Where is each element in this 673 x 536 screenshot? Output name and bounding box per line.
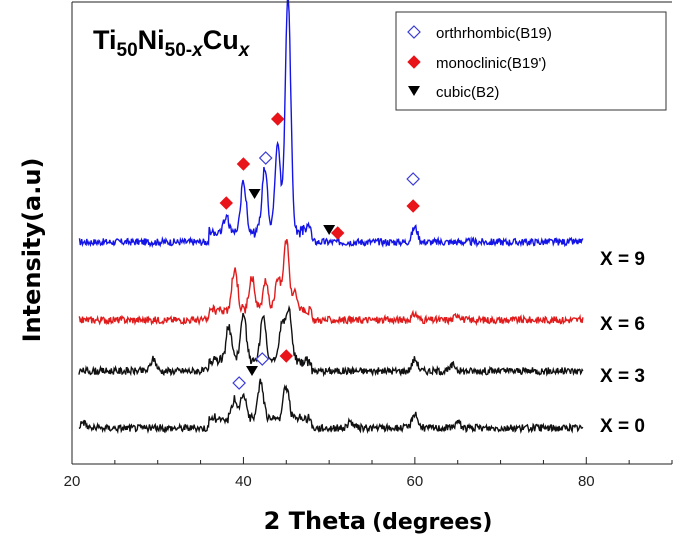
phase-marker-orthorhombic-12	[255, 352, 270, 366]
title-cu: Cu	[203, 25, 239, 55]
title-ti: Ti	[93, 25, 117, 55]
x-axis-title: 2 Theta (degrees)	[264, 507, 493, 535]
x-tick-label-20: 20	[64, 473, 81, 490]
series-line-0	[78, 0, 584, 249]
phase-marker-monoclinic-4	[271, 112, 285, 126]
plot-frame	[71, 1, 673, 465]
series-label-x9: X = 9	[600, 249, 645, 270]
x-tick-label-80: 80	[578, 473, 595, 490]
legend: orthrhombic(B19) monoclinic(B19') cubic(…	[395, 11, 667, 111]
title-ni-sub-var: x	[191, 40, 204, 61]
phase-marker-cubic-2	[248, 189, 261, 199]
series-labels: X = 9 X = 6 X = 3 X = 0	[600, 249, 645, 437]
series-line-2	[78, 304, 584, 378]
phase-marker-cubic-6	[323, 225, 336, 235]
phase-marker-orthorhombic-3	[258, 151, 273, 165]
chart-title: Ti50Ni50-xCux	[93, 25, 251, 61]
x-axis-title-main: 2 Theta	[264, 507, 366, 535]
legend-icon-orthorhombic	[407, 25, 421, 39]
svg-text:Ti50Ni50-xCux: Ti50Ni50-xCux	[93, 25, 251, 61]
legend-box	[395, 11, 667, 111]
x-tick-label-60: 60	[407, 473, 424, 490]
title-ti-sub: 50	[117, 40, 138, 61]
phase-marker-cubic-11	[246, 366, 258, 376]
series-label-x6: X = 6	[600, 314, 645, 335]
series-label-x0: X = 0	[600, 416, 645, 437]
legend-icon-monoclinic	[407, 55, 421, 69]
phase-marker-monoclinic-7	[331, 226, 345, 240]
legend-icon-cubic	[408, 86, 420, 96]
series-lines	[78, 0, 584, 435]
y-axis-title: Intensity(a.u)	[18, 158, 46, 343]
title-ni: Ni	[138, 25, 165, 55]
phase-marker-monoclinic-13	[279, 349, 293, 363]
series-line-3	[78, 378, 584, 435]
title-ni-sub: 50-	[165, 40, 192, 61]
x-tick-label-40: 40	[235, 473, 252, 490]
phase-marker-monoclinic-9	[406, 199, 420, 213]
legend-icons	[407, 25, 421, 96]
series-line-1	[78, 239, 584, 327]
phase-marker-orthorhombic-8	[406, 172, 420, 186]
phase-marker-monoclinic-1	[236, 157, 251, 171]
phase-marker-monoclinic-0	[219, 196, 233, 210]
phase-markers	[219, 112, 420, 390]
phase-marker-orthorhombic-10	[232, 376, 246, 390]
legend-label-monoclinic: monoclinic(B19')	[436, 55, 546, 72]
legend-label-orthorhombic: orthrhombic(B19)	[436, 25, 552, 42]
title-cu-sub-var: x	[238, 40, 251, 61]
series-label-x3: X = 3	[600, 366, 645, 387]
x-axis-title-unit: (degrees)	[372, 510, 492, 535]
x-axis-ticks: 20 40 60 80	[64, 473, 595, 490]
legend-label-cubic: cubic(B2)	[436, 84, 499, 101]
